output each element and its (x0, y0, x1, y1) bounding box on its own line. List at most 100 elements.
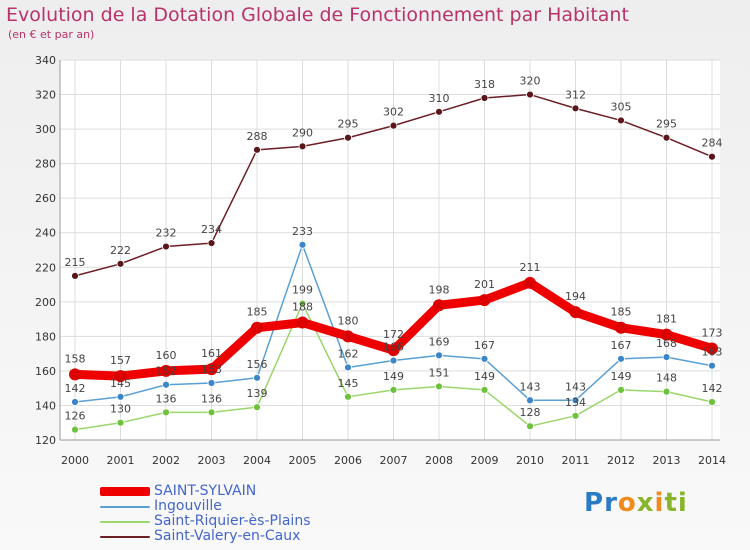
x-tick-label: 2004 (243, 454, 271, 467)
data-point (571, 104, 580, 113)
data-label: 142 (702, 382, 723, 395)
data-label: 139 (247, 387, 268, 400)
legend-item: SAINT-SYLVAIN (100, 484, 311, 499)
x-tick-label: 2006 (334, 454, 362, 467)
data-point (342, 330, 354, 343)
data-point (480, 94, 489, 102)
data-point (708, 398, 716, 406)
data-point (524, 276, 536, 289)
data-label: 149 (383, 370, 404, 383)
data-label: 194 (565, 290, 586, 303)
data-point (569, 306, 582, 319)
data-point (660, 328, 673, 341)
data-point (298, 142, 307, 151)
data-point (344, 363, 352, 372)
data-point (344, 133, 352, 142)
data-point (71, 425, 79, 434)
data-label: 211 (520, 261, 541, 274)
data-label: 320 (520, 75, 541, 88)
y-tick-label: 220 (35, 261, 56, 274)
data-point (526, 90, 534, 99)
y-tick-label: 280 (35, 158, 56, 171)
data-label: 295 (338, 118, 359, 131)
data-label: 318 (474, 78, 495, 91)
data-label: 232 (156, 227, 177, 240)
data-point (251, 321, 263, 334)
chart-legend: SAINT-SYLVAIN Ingouville Saint-Riquier-ès-… (100, 484, 311, 544)
data-point (389, 386, 398, 394)
legend-label: Ingouville (154, 498, 222, 514)
data-label: 198 (429, 283, 450, 296)
data-label: 167 (611, 339, 632, 352)
data-label: 201 (474, 278, 495, 291)
data-label: 233 (292, 225, 313, 238)
data-point (253, 373, 261, 382)
data-label: 302 (383, 106, 404, 119)
data-point (617, 354, 625, 363)
data-point (480, 386, 489, 394)
y-tick-label: 300 (35, 123, 56, 136)
data-point (71, 272, 79, 280)
data-point (296, 316, 309, 329)
data-label: 149 (611, 370, 632, 383)
y-tick-label: 160 (35, 365, 56, 378)
data-point (526, 396, 534, 405)
x-tick-label: 2009 (471, 454, 499, 467)
data-label: 151 (429, 366, 450, 379)
data-label: 169 (429, 335, 450, 348)
data-point (387, 344, 400, 357)
data-label: 130 (110, 403, 131, 416)
data-label: 148 (656, 372, 677, 385)
data-point (116, 418, 125, 427)
data-point (389, 356, 398, 365)
x-tick-label: 2010 (516, 454, 544, 467)
data-label: 290 (292, 126, 313, 139)
data-label: 173 (702, 326, 723, 339)
x-tick-label: 2003 (198, 454, 226, 467)
data-label: 234 (201, 223, 222, 236)
data-label: 199 (292, 284, 313, 297)
y-tick-label: 180 (35, 330, 56, 343)
data-label: 152 (156, 365, 177, 378)
data-label: 167 (474, 339, 495, 352)
data-point (617, 116, 625, 125)
data-point (207, 379, 216, 387)
y-tick-label: 320 (35, 89, 56, 102)
data-label: 156 (247, 358, 268, 371)
data-label: 143 (520, 380, 541, 393)
data-point (162, 242, 170, 251)
data-label: 157 (110, 354, 131, 367)
data-point (480, 354, 489, 363)
data-point (114, 370, 127, 383)
data-point (708, 152, 716, 161)
data-point (253, 403, 261, 412)
data-label: 149 (474, 370, 495, 383)
data-point (207, 239, 216, 247)
data-point (71, 398, 79, 406)
legend-swatch (100, 535, 150, 538)
x-tick-label: 2012 (607, 454, 635, 467)
x-tick-label: 2005 (289, 454, 317, 467)
data-label: 136 (156, 392, 177, 405)
data-point (116, 259, 125, 268)
legend-label: Saint-Valery-en-Caux (154, 528, 301, 544)
data-label: 168 (656, 337, 677, 350)
y-tick-label: 260 (35, 192, 56, 205)
data-point (571, 396, 580, 405)
data-label: 312 (565, 88, 586, 101)
x-tick-label: 2014 (698, 454, 726, 467)
data-label: 295 (656, 118, 677, 131)
data-label: 128 (520, 406, 541, 419)
data-point (160, 364, 172, 377)
legend-swatch (100, 505, 150, 508)
y-tick-label: 200 (35, 296, 56, 309)
data-point (662, 353, 671, 361)
data-point (526, 422, 534, 431)
data-label: 188 (292, 301, 313, 314)
legend-label: SAINT-SYLVAIN (154, 483, 257, 499)
data-point (433, 299, 445, 312)
data-label: 161 (201, 347, 222, 360)
x-tick-label: 2002 (152, 454, 180, 467)
data-point (298, 299, 307, 308)
data-label: 158 (65, 352, 86, 365)
